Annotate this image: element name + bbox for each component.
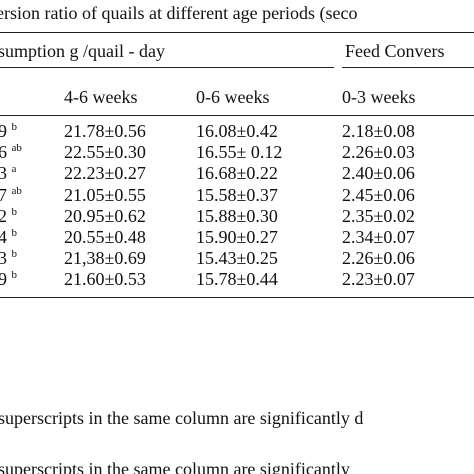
table-cell: 21.60±0.53 <box>64 269 146 290</box>
table-cell: 22.23±0.27 <box>64 163 146 184</box>
row-label: 4 b <box>0 226 17 248</box>
row-label-text: 4 <box>0 227 7 247</box>
column-header: 0-3 weeks <box>342 87 416 107</box>
row-label: 9 b <box>0 268 17 290</box>
row-label: 9 b <box>0 120 17 142</box>
table-cell: 2.35±0.02 <box>342 205 415 226</box>
footnote: superscripts in the same column are sign… <box>0 459 350 474</box>
row-label: 6 ab <box>0 141 22 163</box>
table-cell: 2.40±0.06 <box>342 163 415 184</box>
row-label-text: 2 <box>0 205 7 226</box>
row-label-text: 6 <box>0 142 7 163</box>
row-label-text: 3 <box>0 163 7 184</box>
table-cell: 20.95±0.62 <box>64 205 146 226</box>
row-label: 2 b <box>0 205 17 227</box>
table-cell: 2.23±0.07 <box>342 269 415 290</box>
table-cell: 15.58±0.37 <box>196 184 278 205</box>
table-cell: 2.26±0.06 <box>342 248 415 269</box>
significance-superscript: b <box>11 269 18 282</box>
group-rule <box>342 67 474 68</box>
table-cell: 21.78±0.56 <box>64 121 146 141</box>
footnote: superscripts in the same column are sign… <box>0 408 364 428</box>
table-cell: 20.55±0.48 <box>64 227 146 247</box>
significance-superscript: b <box>11 248 18 261</box>
table-cell: 16.55± 0.12 <box>196 142 283 163</box>
table-cell: 22.55±0.30 <box>64 142 146 163</box>
row-label-text: 9 <box>0 269 7 290</box>
row-label: 3 b <box>0 247 17 269</box>
column-header: 0-6 weeks <box>196 87 270 107</box>
table-cell: 2.34±0.07 <box>342 227 415 247</box>
significance-superscript: b <box>11 227 18 239</box>
significance-superscript: ab <box>11 142 22 155</box>
table-cell: 16.68±0.22 <box>196 163 278 184</box>
table-cell: 15.78±0.44 <box>196 269 278 290</box>
bottom-rule <box>0 297 474 298</box>
group-header: sumption g /quail - day <box>0 41 165 61</box>
table-caption: ersion ratio of quails at different age … <box>0 3 358 23</box>
significance-superscript: b <box>11 205 18 218</box>
table-cell: 21,38±0.69 <box>64 248 146 269</box>
row-label: 7 ab <box>0 184 22 206</box>
table-cell: 16.08±0.42 <box>196 121 278 141</box>
table-cell: 2.18±0.08 <box>342 121 415 141</box>
header-rule <box>0 115 474 116</box>
row-label: 3 a <box>0 162 16 184</box>
row-label-text: 9 <box>0 121 7 141</box>
significance-superscript: a <box>11 163 17 176</box>
table-cell: 2.45±0.06 <box>342 184 415 205</box>
group-rule <box>0 67 334 68</box>
row-label-text: 7 <box>0 184 7 205</box>
significance-superscript: b <box>11 121 18 133</box>
table-cell: 2.26±0.03 <box>342 142 415 163</box>
row-label-text: 3 <box>0 248 7 269</box>
group-header: Feed Convers <box>345 41 445 61</box>
table-cell: 15.90±0.27 <box>196 227 278 247</box>
top-rule <box>0 32 474 33</box>
column-header: 4-6 weeks <box>64 87 138 107</box>
table-cell: 15.88±0.30 <box>196 205 278 226</box>
table-cell: 15.43±0.25 <box>196 248 278 269</box>
significance-superscript: ab <box>11 184 22 197</box>
table-cell: 21.05±0.55 <box>64 184 146 205</box>
